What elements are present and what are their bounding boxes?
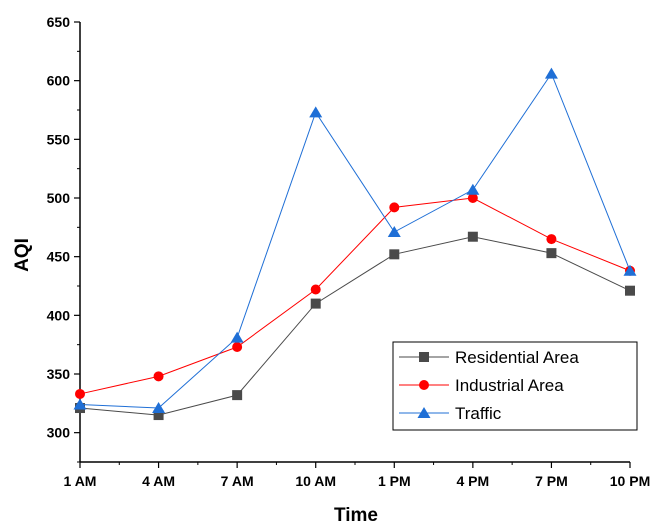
data-point-residential-area <box>310 298 321 309</box>
y-tick-label: 550 <box>47 131 71 147</box>
data-point-traffic <box>623 264 637 276</box>
series-industrial-area <box>75 193 635 399</box>
data-point-industrial-area <box>546 234 557 245</box>
data-point-industrial-area <box>153 371 164 382</box>
series-line-industrial-area <box>79 197 631 395</box>
data-point-residential-area <box>153 410 164 421</box>
data-point-residential-area <box>389 249 400 260</box>
series-layer <box>73 67 637 421</box>
series-line-residential-area <box>79 236 631 416</box>
data-point-residential-area <box>467 231 478 242</box>
y-tick-label: 300 <box>47 425 71 441</box>
legend-marker-residential-area <box>419 352 429 362</box>
y-tick-label: 650 <box>47 14 71 30</box>
x-tick-label: 10 PM <box>610 473 650 489</box>
data-point-traffic <box>152 402 166 414</box>
data-point-industrial-area <box>310 284 321 295</box>
legend-marker-industrial-area <box>419 380 429 390</box>
legend: Residential Area Industrial Area Traffic <box>392 341 638 431</box>
data-point-traffic <box>230 331 244 343</box>
x-tick-label: 4 AM <box>142 473 175 489</box>
data-point-residential-area <box>625 285 635 296</box>
data-point-traffic <box>466 183 480 195</box>
x-tick-label: 4 PM <box>457 473 490 489</box>
legend-label-industrial-area: Industrial Area <box>455 376 564 395</box>
data-point-residential-area <box>232 390 243 401</box>
y-tick-label: 400 <box>47 307 71 323</box>
x-axis-title: Time <box>334 505 378 526</box>
data-point-traffic <box>544 67 558 79</box>
y-tick-label: 500 <box>47 190 71 206</box>
x-tick-label: 10 AM <box>295 473 336 489</box>
axes: 300 350 400 450 500 550 600 650 1 AM 4 AM 7 AM 10 A… <box>47 14 651 489</box>
data-point-industrial-area <box>75 388 85 399</box>
y-axis-title: AQI <box>12 238 33 272</box>
legend-marker-traffic <box>417 407 431 418</box>
legend-label-residential-area: Residential Area <box>455 348 579 367</box>
y-tick-label: 450 <box>47 249 71 265</box>
series-traffic <box>73 67 637 414</box>
data-point-industrial-area <box>467 193 478 203</box>
x-tick-label: 7 PM <box>535 473 568 489</box>
data-point-industrial-area <box>389 202 400 213</box>
data-point-traffic <box>387 226 401 238</box>
legend-label-traffic: Traffic <box>455 404 502 423</box>
x-tick-label: 1 AM <box>64 473 97 489</box>
x-tick-label: 1 PM <box>378 473 411 489</box>
data-point-industrial-area <box>232 342 243 353</box>
data-point-traffic <box>309 106 323 118</box>
data-point-traffic <box>73 398 87 410</box>
y-tick-label: 350 <box>47 366 71 382</box>
x-tick-label: 7 AM <box>221 473 254 489</box>
series-line-traffic <box>79 72 631 409</box>
y-tick-label: 600 <box>47 73 71 89</box>
data-point-residential-area <box>546 248 557 259</box>
